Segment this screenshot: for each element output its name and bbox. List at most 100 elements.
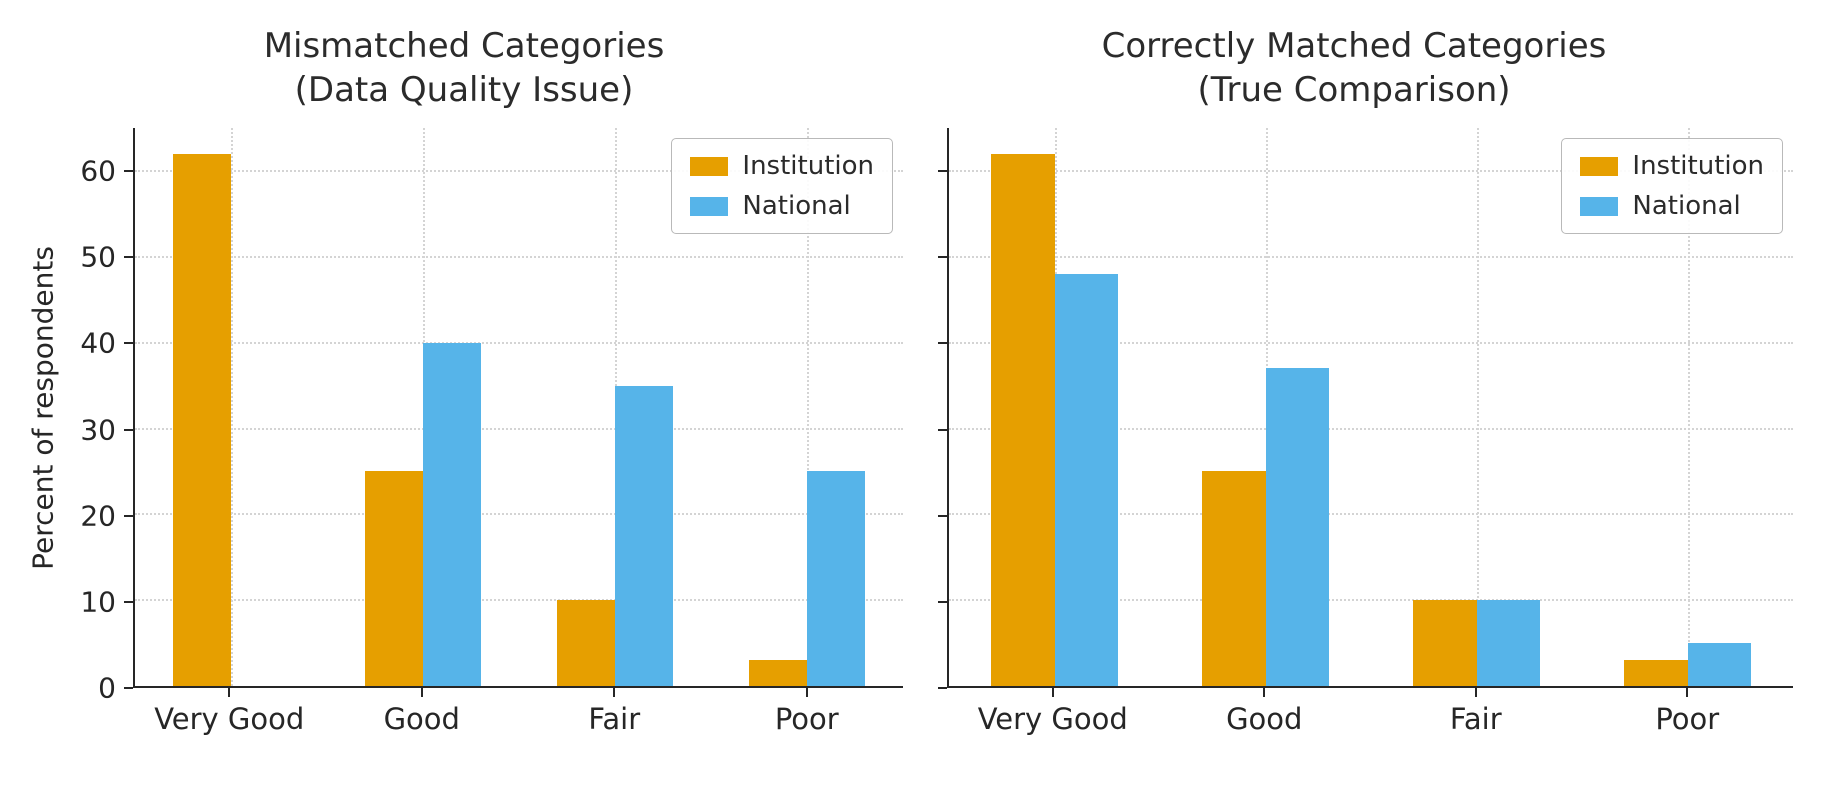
- y-tick-label: 10: [80, 585, 116, 619]
- y-tick-label: 40: [80, 326, 116, 360]
- gridline-horizontal: [135, 599, 903, 602]
- x-tick-label: Very Good: [154, 702, 305, 737]
- y-tick-label: 20: [80, 499, 116, 533]
- legend-item: National: [1580, 191, 1764, 221]
- bar-group: [711, 128, 903, 687]
- x-tick-label: Fair: [1449, 702, 1502, 737]
- x-axis: Very Good Good Fair Poor: [947, 688, 1793, 740]
- y-axis-ticks: [915, 128, 947, 690]
- bar-group: [519, 128, 711, 687]
- x-tick-mark: [420, 688, 423, 698]
- bar-institution-poor: [749, 660, 807, 687]
- gridline-horizontal: [949, 255, 1793, 258]
- bar-group: [135, 128, 327, 687]
- bar-national-poor: [807, 471, 865, 687]
- legend-item: National: [690, 191, 874, 221]
- x-tick-mark: [805, 688, 808, 698]
- x-tick-mark: [1051, 688, 1054, 698]
- gridline-horizontal: [135, 169, 903, 172]
- x-tick-label: Poor: [774, 702, 839, 737]
- chart-panel-left: Mismatched Categories (Data Quality Issu…: [25, 15, 903, 798]
- legend-label: Institution: [1632, 151, 1764, 182]
- x-tick-label: Good: [1226, 702, 1303, 737]
- legend-swatch-institution: [690, 156, 729, 176]
- gridline-horizontal: [135, 513, 903, 516]
- x-tick-mark: [1263, 688, 1266, 698]
- y-tick-mark: [938, 256, 947, 259]
- y-axis-ticks: 0 10 20 30 40 50 60: [61, 128, 133, 705]
- chart-subtitle: (Data Quality Issue): [294, 69, 634, 110]
- gridline-vertical: [1476, 128, 1479, 687]
- y-tick-mark: [124, 256, 133, 259]
- y-tick-mark: [938, 600, 947, 603]
- legend-label: National: [742, 191, 851, 222]
- plot-row: Percent of respondents 0 10 20 30 40 50 60 Ins…: [25, 128, 903, 740]
- x-tick-label: Good: [383, 702, 460, 737]
- gridline-horizontal: [135, 341, 903, 344]
- bar-institution-fair: [557, 600, 615, 687]
- y-tick-mark: [124, 514, 133, 517]
- y-axis-label: Percent of respondents: [26, 246, 60, 570]
- bar-group: [949, 128, 1160, 687]
- plot-area: Institution National: [947, 128, 1793, 689]
- bar-national-good: [423, 342, 481, 687]
- x-axis: Very Good Good Fair Poor: [133, 688, 903, 740]
- y-tick-mark: [124, 428, 133, 431]
- chart-subtitle: (True Comparison): [1197, 69, 1511, 110]
- y-axis-label-col: Percent of respondents: [25, 128, 61, 688]
- bar-group: [1160, 128, 1371, 687]
- y-tick-label: 0: [98, 671, 116, 705]
- y-tick-label: 50: [80, 240, 116, 274]
- y-tick-mark: [938, 342, 947, 345]
- y-tick-mark: [938, 687, 947, 690]
- bar-institution-very-good: [991, 153, 1055, 687]
- y-tick-mark: [124, 600, 133, 603]
- x-tick-label: Fair: [588, 702, 641, 737]
- bar-national-fair: [615, 385, 673, 687]
- legend-label: Institution: [742, 151, 874, 182]
- chart-panel-right: Correctly Matched Categories (True Compa…: [915, 15, 1793, 798]
- chart-title-block: Correctly Matched Categories (True Compa…: [915, 25, 1793, 112]
- legend: Institution National: [671, 138, 893, 235]
- gridline-vertical: [1687, 128, 1690, 687]
- gridline-horizontal: [135, 255, 903, 258]
- bar-institution-poor: [1624, 660, 1688, 687]
- plot-col: Institution National Very Good Good Fair Poo…: [133, 128, 903, 740]
- y-tick-mark: [124, 170, 133, 173]
- bar-national-fair: [1476, 600, 1540, 687]
- plot-col: Institution National Very Good Good Fair Poo…: [947, 128, 1793, 740]
- legend-swatch-national: [1580, 196, 1619, 216]
- plot-row: Institution National Very Good Good Fair Poo…: [915, 128, 1793, 740]
- bar-institution-good: [365, 471, 423, 687]
- chart-title: Mismatched Categories: [263, 26, 665, 66]
- x-tick-label: Poor: [1655, 702, 1720, 737]
- legend-item: Institution: [690, 151, 874, 181]
- chart-title: Correctly Matched Categories: [1101, 26, 1607, 66]
- x-tick-label: Very Good: [977, 702, 1128, 737]
- gridline-vertical: [807, 128, 809, 687]
- bar-institution-very-good: [173, 153, 231, 687]
- y-tick-mark: [938, 170, 947, 173]
- bar-group: [1582, 128, 1793, 687]
- bar-group: [327, 128, 519, 687]
- gridline-horizontal: [949, 513, 1793, 516]
- legend-swatch-national: [690, 196, 729, 216]
- y-tick-label: 60: [80, 154, 116, 188]
- y-tick-mark: [938, 514, 947, 517]
- bar-national-poor: [1687, 643, 1751, 687]
- bar-institution-good: [1202, 471, 1266, 687]
- gridline-horizontal: [949, 341, 1793, 344]
- x-tick-mark: [1686, 688, 1689, 698]
- y-tick-mark: [124, 342, 133, 345]
- bar-national-very-good: [1054, 273, 1118, 687]
- chart-title-block: Mismatched Categories (Data Quality Issu…: [25, 25, 903, 112]
- gridline-vertical: [231, 128, 233, 687]
- gridline-horizontal: [949, 427, 1793, 430]
- gridline-horizontal: [949, 599, 1793, 602]
- bar-institution-fair: [1413, 600, 1477, 687]
- y-tick-label: 30: [80, 413, 116, 447]
- legend-item: Institution: [1580, 151, 1764, 181]
- bar-group: [1371, 128, 1582, 687]
- plot-area: Institution National: [133, 128, 903, 689]
- legend-label: National: [1632, 191, 1741, 222]
